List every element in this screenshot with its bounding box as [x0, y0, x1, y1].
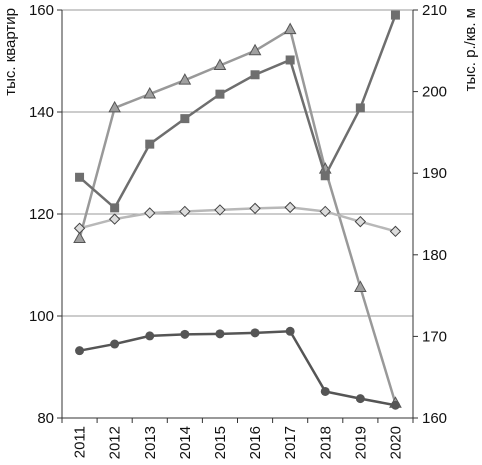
point-square-2012 [110, 203, 120, 213]
series-line-triangle [78, 27, 397, 404]
right-tick-label-3: 190 [422, 165, 447, 182]
point-triangle-2011 [73, 231, 86, 243]
point-square-2019 [355, 103, 365, 113]
point-diamond-2019 [354, 215, 367, 228]
x-tick-label-4: 2015 [212, 426, 229, 459]
point-diamond-2012 [108, 213, 121, 225]
series-line-diamond [79, 206, 396, 233]
point-circle-2018 [320, 386, 330, 396]
point-triangle-2013 [143, 87, 157, 99]
point-diamond-2011 [73, 222, 86, 234]
point-diamond-2016 [249, 202, 261, 215]
point-square-2018 [320, 171, 330, 181]
axes [57, 9, 418, 423]
series-circle [75, 326, 400, 410]
point-square-2017 [285, 55, 295, 65]
point-circle-2011 [75, 346, 85, 356]
right-tick-label-1: 170 [422, 328, 447, 345]
x-tick-label-2: 2013 [142, 426, 159, 459]
x-tick-label-8: 2019 [352, 426, 369, 459]
point-square-2013 [145, 139, 155, 149]
point-circle-2013 [145, 331, 155, 341]
left-tick-label-1: 100 [29, 308, 54, 325]
series-layer [73, 10, 402, 410]
left-tick-label-2: 120 [29, 206, 54, 223]
x-tick-label-6: 2017 [282, 426, 299, 459]
series-line-circle [79, 330, 396, 407]
right-tick-label-5: 210 [422, 2, 447, 19]
x-tick-label-0: 2011 [72, 426, 89, 458]
point-circle-2015 [215, 329, 225, 339]
left-axis-title: тыс. квартир [2, 8, 19, 96]
point-circle-2016 [250, 328, 260, 338]
x-tick-label-3: 2014 [177, 426, 194, 459]
x-tick-label-9: 2020 [387, 426, 404, 459]
x-tick-label-5: 2016 [247, 426, 264, 459]
point-circle-2019 [355, 394, 365, 404]
point-triangle-2015 [213, 58, 227, 70]
point-circle-2020 [390, 400, 400, 410]
point-diamond-2015 [214, 204, 226, 216]
point-circle-2017 [285, 326, 295, 336]
right-tick-label-2: 180 [422, 247, 447, 264]
point-diamond-2018 [319, 205, 331, 218]
series-diamond [73, 201, 402, 238]
point-triangle-2016 [248, 43, 262, 56]
point-square-2016 [250, 70, 260, 80]
point-square-2011 [75, 172, 85, 182]
point-triangle-2012 [108, 100, 121, 113]
left-tick-label-0: 80 [37, 410, 54, 427]
point-diamond-2013 [144, 207, 156, 219]
point-diamond-2014 [179, 205, 191, 218]
point-diamond-2017 [284, 201, 296, 214]
right-tick-label-4: 200 [422, 84, 447, 101]
point-circle-2014 [180, 329, 190, 339]
left-tick-label-4: 160 [29, 2, 54, 19]
tick-labels: 80 100 120 140 160 160 170 180 190 200 210 2011 2012… [29, 2, 447, 459]
series-line-square [78, 14, 397, 210]
point-triangle-2014 [178, 73, 192, 85]
point-diamond-2020 [389, 225, 402, 238]
series-square [75, 10, 400, 213]
series-triangle [73, 22, 402, 408]
x-tick-label-7: 2018 [317, 426, 334, 459]
point-triangle-2017 [283, 22, 297, 35]
right-axis-title: тыс. р./кв. м [462, 8, 479, 91]
point-triangle-2019 [354, 280, 367, 292]
point-square-2020 [390, 10, 400, 20]
x-tick-label-1: 2012 [107, 426, 124, 459]
point-square-2015 [215, 89, 225, 99]
left-tick-label-3: 140 [29, 104, 54, 121]
right-tick-label-0: 160 [422, 410, 447, 427]
point-circle-2012 [110, 339, 120, 349]
point-square-2014 [180, 114, 190, 124]
